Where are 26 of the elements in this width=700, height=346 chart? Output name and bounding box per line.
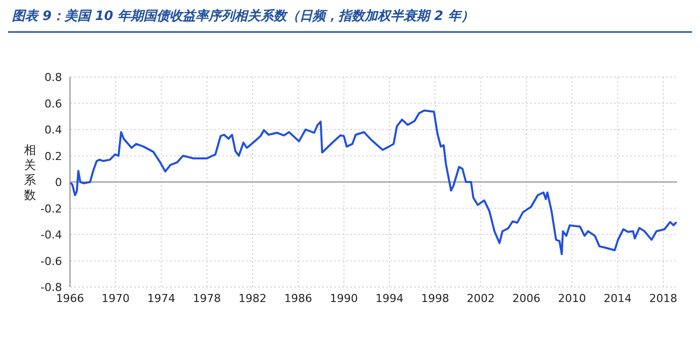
y-tick-label: 0.4: [44, 124, 62, 136]
y-tick-label: 0.2: [44, 150, 62, 163]
y-tick-label: -0.4: [40, 228, 62, 242]
x-tick-label: 1998: [421, 292, 450, 305]
x-tick-label: 1966: [56, 292, 84, 305]
line-series: [70, 109, 677, 256]
x-tick-label: 1994: [375, 292, 404, 305]
x-tick-label: 1986: [284, 292, 312, 305]
y-tick-label: -0.8: [40, 281, 62, 294]
x-tick-label: 1990: [330, 292, 358, 305]
y-tick-label: -0.6: [40, 254, 62, 268]
x-tick-label: 2006: [512, 292, 540, 305]
x-tick-label: 2014: [604, 292, 632, 305]
chart-title: 图表 9：美国 10 年期国债收益率序列相关系数（日频，指数加权半衰期 2 年）: [12, 8, 474, 24]
x-tick-label: 2010: [558, 292, 586, 305]
y-tick-label: 0.8: [44, 71, 62, 84]
y-tick-label: -0.2: [40, 202, 62, 216]
x-tick-label: 1974: [147, 292, 176, 305]
x-tick-label: 1982: [238, 292, 267, 305]
x-tick-label: 1970: [102, 292, 130, 305]
y-axis-title: 相关系数: [24, 143, 36, 202]
x-tick-label: 2018: [649, 292, 678, 305]
x-tick-label: 2002: [466, 292, 495, 305]
y-tick-label: 0: [55, 176, 62, 189]
x-tick-label: 1978: [192, 292, 221, 305]
y-tick-label: 0.6: [44, 97, 62, 110]
